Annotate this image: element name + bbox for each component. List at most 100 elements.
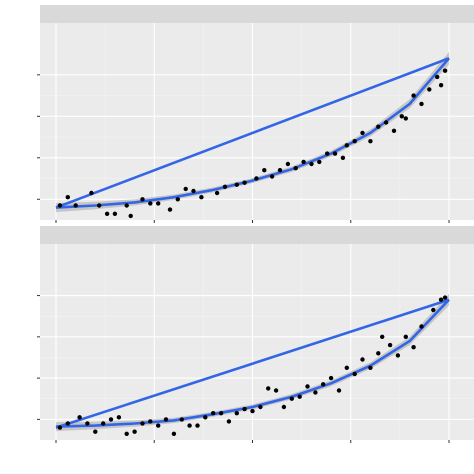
data-point — [175, 197, 180, 202]
data-point — [183, 186, 188, 192]
data-point — [442, 295, 448, 300]
data-point — [281, 404, 287, 410]
data-point — [266, 386, 271, 391]
data-point — [132, 429, 137, 434]
data-point — [399, 114, 404, 119]
data-point — [214, 190, 220, 196]
data-point — [411, 93, 416, 98]
data-point — [360, 130, 365, 136]
confidence-ribbon-bottom — [56, 293, 449, 432]
data-point — [438, 83, 444, 88]
data-point — [226, 419, 232, 424]
data-point — [163, 417, 169, 422]
data-point — [352, 371, 357, 377]
data-point — [344, 143, 349, 148]
data-point — [317, 159, 322, 165]
data-point — [442, 68, 448, 73]
data-point — [391, 128, 397, 133]
axis-ticks-bottom — [37, 295, 450, 443]
data-point — [336, 388, 342, 393]
data-point — [273, 388, 279, 393]
data-point — [332, 151, 338, 156]
data-point — [199, 195, 204, 200]
data-point — [368, 365, 373, 370]
data-point — [340, 155, 346, 160]
data-point — [380, 334, 385, 339]
facet-panel-bottom — [37, 226, 474, 443]
data-point — [250, 408, 255, 414]
data-point — [313, 390, 318, 395]
data-point — [85, 421, 90, 426]
data-point — [427, 87, 432, 92]
data-point — [191, 188, 196, 194]
data-point — [104, 211, 110, 216]
data-point — [376, 351, 381, 356]
data-point — [297, 394, 302, 399]
fit-lines-bottom — [55, 298, 450, 429]
data-point — [234, 182, 239, 187]
data-point — [140, 421, 145, 426]
data-point — [293, 166, 298, 171]
data-point — [124, 203, 129, 208]
data-point — [148, 419, 153, 424]
data-point — [65, 195, 71, 200]
facet-panel-top — [37, 5, 474, 223]
data-point — [258, 404, 263, 410]
data-point — [101, 421, 106, 426]
data-point — [187, 423, 192, 428]
data-point — [171, 431, 177, 436]
data-point — [435, 74, 440, 80]
data-point — [403, 116, 408, 121]
data-point — [156, 423, 161, 428]
data-point — [65, 421, 71, 426]
data-point — [167, 207, 173, 212]
plot-area-bottom — [40, 244, 474, 440]
data-point — [140, 197, 145, 202]
data-point — [77, 415, 82, 420]
data-point — [203, 415, 208, 420]
data-point — [112, 211, 118, 216]
data-point — [148, 201, 153, 206]
confidence-band-bottom — [56, 293, 449, 432]
data-point — [124, 431, 129, 436]
facet-strip-bottom — [40, 226, 474, 244]
data-points-bottom — [57, 295, 448, 436]
data-points-top — [57, 68, 448, 219]
data-point — [387, 342, 393, 348]
data-point — [93, 429, 98, 434]
data-point — [305, 384, 310, 389]
data-point — [321, 382, 326, 387]
data-point — [411, 345, 416, 350]
data-point — [368, 139, 373, 144]
data-point — [269, 174, 275, 179]
data-point — [211, 411, 216, 416]
data-point — [73, 203, 78, 208]
data-point — [419, 324, 424, 329]
gridlines-top — [40, 23, 474, 220]
data-point — [242, 180, 247, 185]
data-point — [376, 124, 381, 129]
axis-ticks-top — [37, 74, 450, 223]
data-point — [352, 139, 357, 144]
facet-strip-top — [40, 5, 474, 23]
data-point — [438, 297, 444, 302]
data-point — [254, 176, 259, 181]
data-point — [262, 168, 267, 173]
straight-fit-line-top — [55, 57, 450, 209]
data-point — [108, 417, 114, 422]
data-point — [242, 406, 247, 412]
data-point — [97, 203, 102, 208]
data-point — [179, 417, 184, 422]
data-point — [116, 415, 122, 420]
data-point — [403, 334, 408, 339]
data-point — [360, 357, 365, 362]
data-point — [431, 307, 436, 313]
data-point — [57, 203, 63, 208]
smooth-fit-curve-top — [55, 57, 450, 209]
data-point — [156, 201, 161, 206]
data-point — [89, 190, 94, 196]
data-point — [128, 213, 133, 219]
data-point — [328, 375, 334, 381]
data-point — [289, 396, 294, 401]
